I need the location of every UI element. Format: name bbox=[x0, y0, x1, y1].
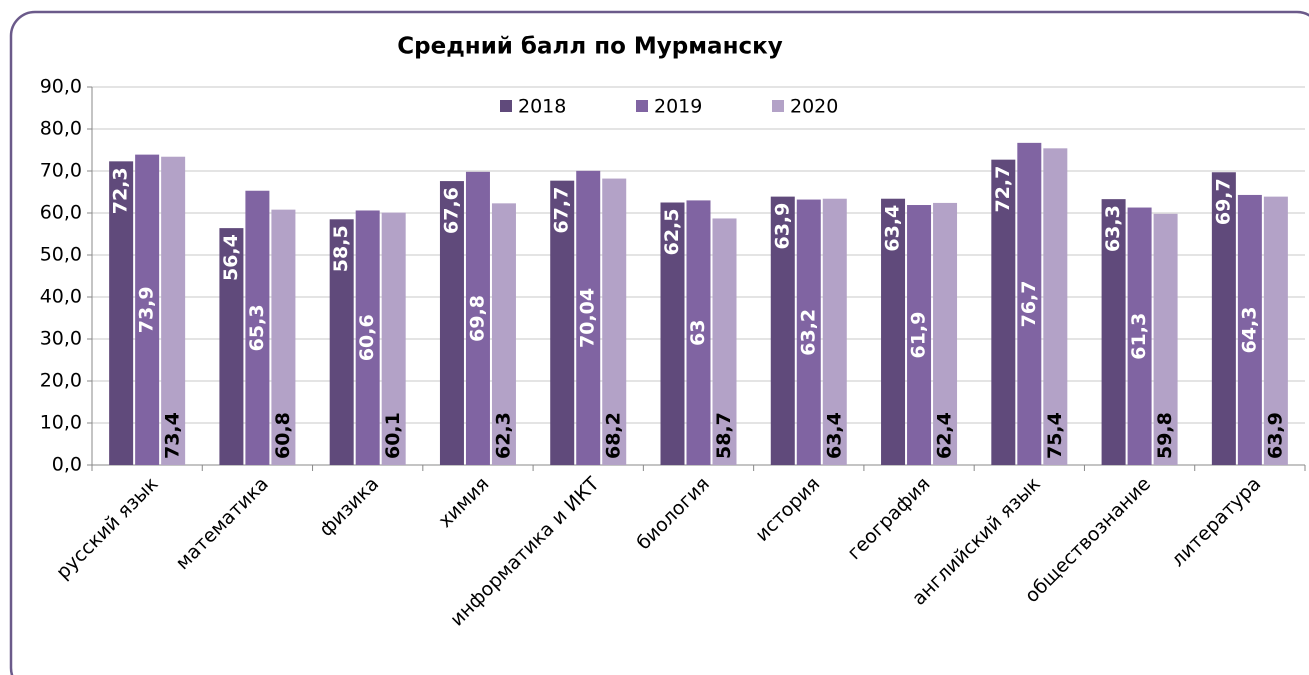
bar bbox=[1127, 207, 1152, 466]
bar bbox=[796, 199, 821, 465]
bar bbox=[1043, 148, 1068, 465]
chart-border bbox=[9, 10, 1309, 675]
bar bbox=[907, 205, 932, 465]
value-label: 62,3 bbox=[492, 412, 514, 459]
value-label: 67,6 bbox=[440, 187, 462, 234]
bar bbox=[1263, 196, 1288, 465]
bar bbox=[822, 198, 847, 465]
value-label: 63,4 bbox=[823, 412, 845, 459]
legend-swatch bbox=[636, 100, 648, 112]
y-tick-label: 40,0 bbox=[40, 286, 82, 308]
bar bbox=[329, 219, 354, 465]
bar bbox=[219, 228, 244, 465]
value-label: 68,2 bbox=[603, 412, 625, 459]
value-label: 63 bbox=[687, 319, 709, 345]
bar bbox=[686, 200, 711, 465]
bar bbox=[491, 203, 516, 465]
value-label: 72,7 bbox=[992, 166, 1014, 213]
value-label: 75,4 bbox=[1044, 412, 1066, 459]
value-label: 67,7 bbox=[551, 187, 573, 234]
legend-swatch bbox=[772, 100, 784, 112]
y-tick-label: 30,0 bbox=[40, 328, 82, 350]
legend-label: 2019 bbox=[654, 96, 702, 118]
value-label: 60,8 bbox=[272, 412, 294, 459]
bar bbox=[881, 198, 906, 465]
y-tick-label: 70,0 bbox=[40, 160, 82, 182]
value-label: 56,4 bbox=[220, 234, 242, 281]
bar bbox=[712, 218, 737, 465]
value-label: 59,8 bbox=[1154, 412, 1176, 459]
value-label: 60,1 bbox=[382, 412, 404, 459]
legend-label: 2020 bbox=[790, 96, 838, 118]
value-label: 69,8 bbox=[466, 295, 488, 342]
bar bbox=[933, 202, 958, 466]
value-label: 63,9 bbox=[771, 203, 793, 250]
bar bbox=[245, 190, 270, 466]
y-tick-label: 60,0 bbox=[40, 202, 82, 224]
value-label: 76,7 bbox=[1018, 280, 1040, 327]
bar bbox=[602, 178, 627, 465]
legend-label: 2018 bbox=[518, 96, 566, 118]
value-label: 61,3 bbox=[1128, 313, 1150, 360]
bar bbox=[1237, 194, 1262, 465]
value-label: 58,7 bbox=[713, 412, 735, 459]
bar bbox=[1017, 142, 1042, 466]
bar bbox=[576, 170, 601, 465]
bar bbox=[770, 196, 795, 465]
value-label: 69,7 bbox=[1212, 178, 1234, 225]
bar bbox=[1211, 172, 1236, 465]
bar bbox=[381, 212, 406, 465]
bar bbox=[355, 210, 380, 465]
value-label: 63,4 bbox=[882, 205, 904, 252]
value-label: 63,3 bbox=[1102, 205, 1124, 252]
bar bbox=[465, 171, 490, 465]
y-tick-label: 20,0 bbox=[40, 370, 82, 392]
y-tick-label: 90,0 bbox=[40, 76, 82, 98]
bar bbox=[109, 161, 134, 465]
value-label: 62,5 bbox=[661, 209, 683, 256]
y-tick-label: 10,0 bbox=[40, 412, 82, 434]
bar bbox=[161, 156, 186, 465]
value-label: 70,04 bbox=[577, 288, 599, 348]
bar bbox=[135, 154, 160, 465]
value-label: 72,3 bbox=[110, 167, 132, 214]
bar bbox=[439, 181, 464, 465]
value-label: 73,9 bbox=[136, 286, 158, 333]
bar bbox=[1153, 213, 1178, 465]
value-label: 73,4 bbox=[162, 412, 184, 459]
value-label: 65,3 bbox=[246, 304, 268, 351]
bar bbox=[1101, 199, 1126, 465]
value-label: 62,4 bbox=[934, 412, 956, 459]
value-label: 63,9 bbox=[1264, 412, 1286, 459]
y-tick-label: 0,0 bbox=[52, 454, 82, 476]
value-label: 61,9 bbox=[908, 312, 930, 359]
legend-swatch bbox=[500, 100, 512, 112]
value-label: 60,6 bbox=[356, 314, 378, 361]
bar bbox=[550, 180, 575, 465]
bar bbox=[660, 202, 685, 465]
bar bbox=[991, 159, 1016, 465]
chart-title: Средний балл по Мурманску bbox=[397, 34, 782, 60]
value-label: 58,5 bbox=[330, 225, 352, 272]
y-tick-label: 80,0 bbox=[40, 118, 82, 140]
value-label: 63,2 bbox=[797, 309, 819, 356]
y-tick-label: 50,0 bbox=[40, 244, 82, 266]
value-label: 64,3 bbox=[1238, 307, 1260, 354]
bar bbox=[271, 209, 296, 465]
